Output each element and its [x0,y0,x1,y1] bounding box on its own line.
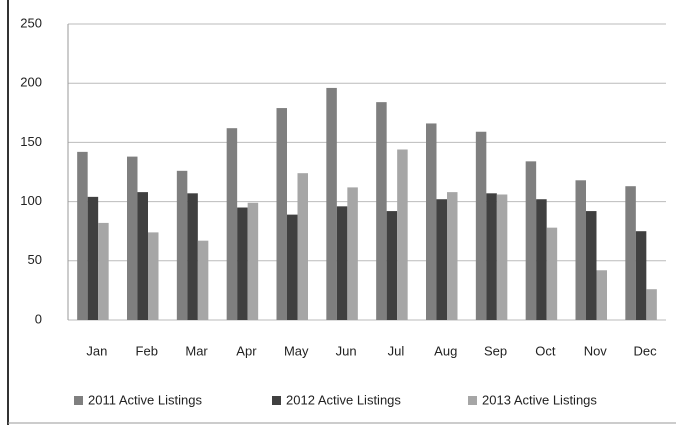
bar [287,214,298,320]
bar [486,193,497,320]
x-tick-label: May [284,343,309,358]
bar [237,207,248,320]
x-tick-label: Mar [185,343,208,358]
bar [625,186,636,320]
bar [575,180,586,320]
bar [127,156,138,320]
x-tick-label: Apr [236,343,257,358]
y-tick-label: 200 [20,75,42,90]
legend-swatch [468,396,477,405]
bar [475,131,487,320]
x-tick-label: Nov [584,343,608,358]
bar [496,194,508,320]
bar [187,193,198,320]
bar [98,222,109,320]
bar [148,232,159,320]
legend-label: 2012 Active Listings [286,392,401,407]
bar [536,199,547,320]
bar [436,199,447,320]
legend-swatch [74,396,83,405]
bar [646,289,657,320]
bar [596,270,607,320]
bar [276,108,287,321]
bar [386,211,398,320]
x-tick-label: Oct [535,343,556,358]
legend-label: 2013 Active Listings [482,392,597,407]
x-tick-label: Sep [484,343,507,358]
x-tick-label: Jan [86,343,107,358]
bar [426,123,437,321]
bar [77,151,88,320]
x-tick-label: Dec [634,343,658,358]
bar [635,231,647,320]
legend-label: 2011 Active Listings [88,392,202,407]
bar [525,161,537,320]
y-tick-label: 50 [28,252,42,267]
bar [226,128,238,320]
bar [87,196,99,320]
bar [336,206,348,320]
bar [247,202,259,320]
bar [397,149,408,320]
legend-swatch [272,396,281,405]
y-tick-label: 0 [35,311,42,326]
bar [137,192,148,320]
bar [546,227,558,320]
bar [447,192,458,320]
bar [176,170,188,320]
bar [347,187,358,320]
x-tick-label: Feb [136,343,158,358]
bar [326,87,337,320]
y-tick-label: 250 [20,15,42,30]
x-tick-label: Jun [336,343,357,358]
y-tick-label: 100 [20,193,42,208]
bar [297,173,308,320]
bar [197,240,209,320]
bar [376,102,387,320]
x-tick-label: Jul [388,343,405,358]
y-tick-label: 150 [20,134,42,149]
x-tick-label: Aug [434,343,457,358]
bar [586,211,597,320]
